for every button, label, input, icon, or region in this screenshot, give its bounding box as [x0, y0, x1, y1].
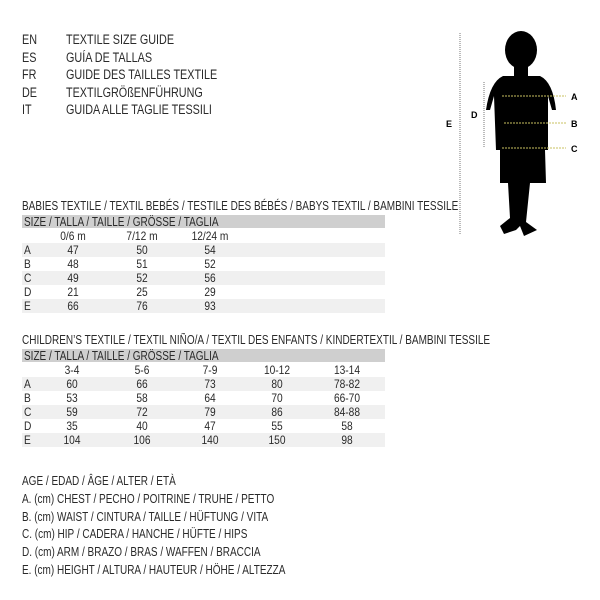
table-cell: 106 [133, 433, 151, 447]
table-cell: 80 [271, 377, 283, 391]
language-code: FR [22, 67, 37, 82]
table-title: CHILDREN’S TEXTILE / TEXTIL NIÑO/A / TEX… [22, 333, 491, 347]
label-e: E [446, 119, 452, 129]
table-cell: 50 [136, 243, 148, 257]
table-cell: 70 [271, 391, 283, 405]
legend-item: C. (cm) HIP / CADERA / HANCHE / HÜFTE / … [22, 527, 248, 542]
table-row-shade [22, 243, 385, 257]
table-cell: 79 [204, 405, 216, 419]
table-cell: 47 [67, 243, 79, 257]
child-silhouette-icon [486, 31, 556, 236]
table-cell: 21 [67, 285, 79, 299]
table-cell: 56 [204, 271, 216, 285]
table-cell: 58 [341, 419, 353, 433]
table-cell: 53 [66, 391, 78, 405]
table-cell: 66 [136, 377, 148, 391]
legend-item: E. (cm) HEIGHT / ALTURA / HAUTEUR / HÖHE… [22, 563, 286, 577]
row-label: C [24, 405, 32, 419]
row-label: B [24, 391, 31, 405]
row-label: D [24, 285, 32, 299]
table-cell: 47 [204, 419, 216, 433]
table-title: BABIES TEXTILE / TEXTIL BEBÉS / TESTILE … [22, 199, 459, 213]
language-code: EN [22, 32, 38, 47]
table-cell: 73 [204, 377, 216, 391]
table-cell: 54 [204, 243, 216, 257]
column-header: 3-4 [64, 363, 80, 377]
label-c: C [571, 144, 578, 154]
table-cell: 150 [268, 433, 286, 447]
table-header-band [22, 349, 385, 362]
language-title: GUIDE DES TAILLES TEXTILE [66, 67, 218, 82]
table-row-shade [22, 377, 385, 391]
row-label: A [24, 243, 31, 257]
table-cell: 98 [341, 433, 353, 447]
label-a: A [571, 92, 578, 102]
table-cell: 64 [204, 391, 216, 405]
language-title: TEXTILGRÖßENFÜHRUNG [66, 84, 203, 100]
table-cell: 48 [67, 257, 79, 271]
legend-item: D. (cm) ARM / BRAZO / BRAS / WAFFEN / BR… [22, 545, 261, 560]
table-cell: 58 [136, 391, 148, 405]
table-cell: 25 [136, 285, 148, 299]
row-label: D [24, 419, 32, 433]
table-cell: 66-70 [333, 391, 361, 405]
language-title: TEXTILE SIZE GUIDE [66, 32, 175, 47]
table-row-shade [22, 405, 385, 419]
row-label: C [24, 271, 32, 285]
column-header: 5-6 [134, 363, 150, 377]
table-cell: 72 [136, 405, 148, 419]
table-cell: 76 [136, 299, 148, 313]
column-header: 13-14 [333, 363, 361, 377]
table-cell: 29 [204, 285, 216, 299]
column-header: 7-9 [202, 363, 218, 377]
column-header: 0/6 m [60, 229, 86, 243]
legend-item: B. (cm) WAIST / CINTURA / TAILLE / HÜFTU… [22, 509, 269, 524]
table-cell: 60 [66, 377, 78, 391]
language-title: GUIDA ALLE TAGLIE TESSILI [66, 102, 212, 117]
table-row-shade [22, 299, 385, 313]
table-cell: 93 [204, 299, 216, 313]
language-code: IT [22, 102, 32, 117]
label-b: B [571, 119, 578, 129]
table-cell: 84-88 [333, 405, 361, 419]
table-cell: 55 [271, 419, 283, 433]
table-cell: 140 [201, 433, 219, 447]
language-code: ES [22, 49, 37, 65]
table-cell: 86 [271, 405, 283, 419]
language-code: DE [22, 84, 38, 100]
table-header: SIZE / TALLA / TAILLE / GRÖSSE / TAGLIA [24, 215, 219, 229]
legend-item: A. (cm) CHEST / PECHO / POITRINE / TRUHE… [22, 491, 275, 506]
table-cell: 51 [136, 257, 148, 271]
table-cell: 52 [136, 271, 148, 285]
row-label: E [24, 433, 31, 447]
column-header: 10-12 [263, 363, 291, 377]
table-cell: 35 [66, 419, 78, 433]
table-header-band [22, 215, 385, 228]
table-cell: 104 [63, 433, 81, 447]
table-cell: 52 [204, 257, 216, 271]
table-cell: 66 [67, 299, 79, 313]
table-row-shade [22, 433, 385, 447]
label-d: D [471, 110, 478, 120]
legend-item: AGE / EDAD / ÂGE / ALTER / ETÀ [22, 474, 176, 488]
language-title: GUÍA DE TALLAS [66, 49, 153, 65]
table-row-shade [22, 271, 385, 285]
table-cell: 40 [136, 419, 148, 433]
table-header: SIZE / TALLA / TAILLE / GRÖSSE / TAGLIA [24, 349, 219, 363]
row-label: B [24, 257, 31, 271]
column-header: 7/12 m [126, 229, 158, 243]
row-label: E [24, 299, 31, 313]
table-cell: 59 [66, 405, 78, 419]
table-cell: 49 [67, 271, 79, 285]
table-cell: 78-82 [333, 377, 361, 391]
row-label: A [24, 377, 31, 391]
column-header: 12/24 m [191, 229, 229, 243]
